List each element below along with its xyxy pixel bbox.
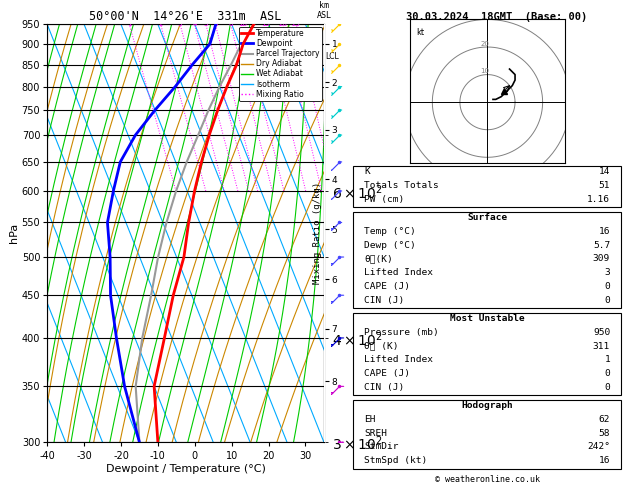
Text: K: K (364, 167, 370, 176)
X-axis label: Dewpoint / Temperature (°C): Dewpoint / Temperature (°C) (106, 464, 265, 474)
Text: 10: 10 (480, 68, 489, 74)
Text: Totals Totals: Totals Totals (364, 181, 439, 190)
Text: 16: 16 (599, 227, 610, 236)
Text: 6: 6 (213, 21, 218, 27)
Text: 30.03.2024  18GMT  (Base: 00): 30.03.2024 18GMT (Base: 00) (406, 12, 587, 22)
Text: Hodograph: Hodograph (461, 401, 513, 410)
Text: Surface: Surface (467, 213, 507, 222)
Text: 14: 14 (599, 167, 610, 176)
Text: SREH: SREH (364, 429, 387, 438)
Title: 50°00'N  14°26'E  331m  ASL: 50°00'N 14°26'E 331m ASL (89, 10, 282, 23)
Text: 3: 3 (178, 21, 182, 27)
Legend: Temperature, Dewpoint, Parcel Trajectory, Dry Adiabat, Wet Adiabat, Isotherm, Mi: Temperature, Dewpoint, Parcel Trajectory… (239, 27, 321, 101)
Text: CIN (J): CIN (J) (364, 383, 404, 392)
Text: 2: 2 (159, 21, 163, 27)
Text: 5: 5 (204, 21, 208, 27)
Text: 0: 0 (604, 295, 610, 305)
Y-axis label: hPa: hPa (9, 223, 19, 243)
Text: 3: 3 (604, 268, 610, 277)
Text: StmDir: StmDir (364, 442, 399, 451)
Text: 58: 58 (599, 429, 610, 438)
Text: CIN (J): CIN (J) (364, 295, 404, 305)
Text: StmSpd (kt): StmSpd (kt) (364, 456, 428, 465)
Text: θᴄ (K): θᴄ (K) (364, 342, 399, 350)
Text: 8: 8 (228, 21, 233, 27)
Text: 51: 51 (599, 181, 610, 190)
Text: © weatheronline.co.uk: © weatheronline.co.uk (435, 474, 540, 484)
Text: CAPE (J): CAPE (J) (364, 282, 410, 291)
Text: Pressure (mb): Pressure (mb) (364, 328, 439, 337)
Text: 0: 0 (604, 383, 610, 392)
Text: Mixing Ratio (g/kg): Mixing Ratio (g/kg) (313, 182, 322, 284)
Bar (353, 400, 621, 469)
Text: 950: 950 (593, 328, 610, 337)
Text: LCL: LCL (325, 52, 339, 61)
Text: kt: kt (416, 28, 424, 37)
Text: 62: 62 (599, 415, 610, 424)
Text: 16: 16 (599, 456, 610, 465)
Text: 0: 0 (604, 369, 610, 378)
Text: 5.7: 5.7 (593, 241, 610, 250)
Text: 311: 311 (593, 342, 610, 350)
Text: 0: 0 (604, 282, 610, 291)
Text: Lifted Index: Lifted Index (364, 355, 433, 364)
Text: Most Unstable: Most Unstable (450, 314, 525, 323)
Text: PW (cm): PW (cm) (364, 195, 404, 204)
Text: 1: 1 (127, 21, 131, 27)
Text: Temp (°C): Temp (°C) (364, 227, 416, 236)
Text: EH: EH (364, 415, 376, 424)
Text: 15: 15 (262, 21, 270, 27)
Text: 4: 4 (192, 21, 197, 27)
Text: 309: 309 (593, 255, 610, 263)
Text: 1: 1 (604, 355, 610, 364)
Bar (353, 212, 621, 308)
Text: θᴄ(K): θᴄ(K) (364, 255, 393, 263)
Text: CAPE (J): CAPE (J) (364, 369, 410, 378)
Bar (353, 313, 621, 395)
Text: Lifted Index: Lifted Index (364, 268, 433, 277)
Text: km
ASL: km ASL (317, 0, 331, 20)
Text: 242°: 242° (587, 442, 610, 451)
Text: 10: 10 (238, 21, 247, 27)
Text: 1.16: 1.16 (587, 195, 610, 204)
Bar (353, 166, 621, 207)
Text: 20: 20 (279, 21, 287, 27)
Text: 20: 20 (481, 41, 489, 47)
Text: Dewp (°C): Dewp (°C) (364, 241, 416, 250)
Text: 25: 25 (292, 21, 301, 27)
